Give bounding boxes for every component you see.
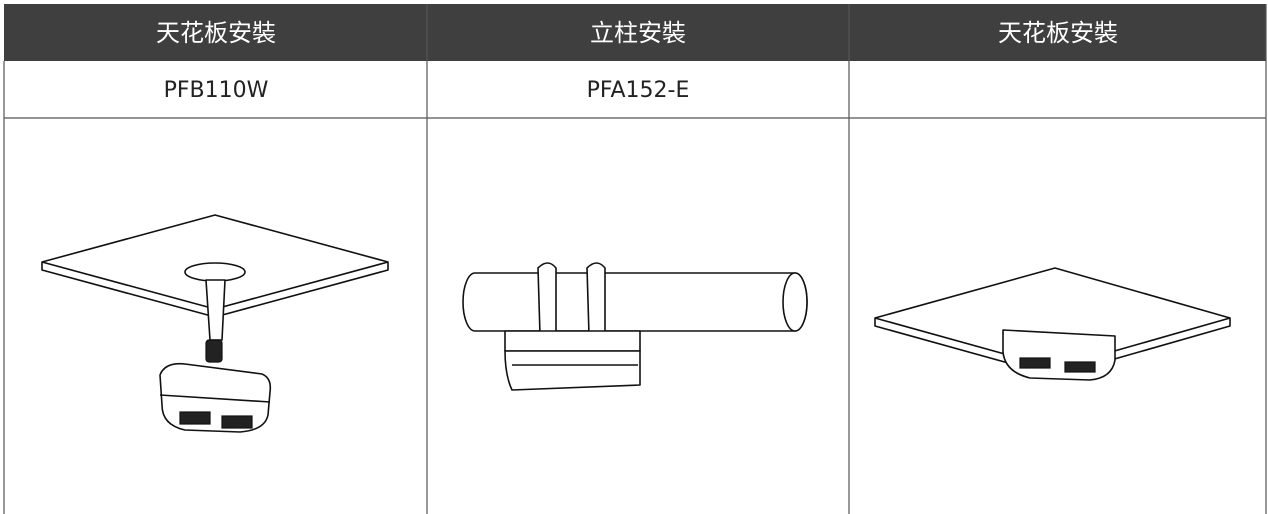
mount-pole	[205, 279, 226, 341]
mount-base	[184, 262, 246, 282]
sensor-lens	[1064, 361, 1096, 373]
sensor-body	[1002, 329, 1116, 381]
pole-mount-illustration	[462, 262, 808, 391]
sensor-lens	[179, 411, 211, 425]
sensor-lens	[221, 415, 253, 429]
header-cell: 天花板安裝	[156, 19, 276, 47]
mount-joint	[205, 339, 223, 363]
model-cell: PFB110W	[164, 78, 269, 103]
pole	[462, 272, 808, 332]
sensor-body	[504, 350, 641, 391]
sensor-lens	[1019, 357, 1051, 369]
ceiling-flush-illustration	[874, 267, 1231, 381]
sensor-seam	[159, 394, 271, 403]
header-row	[4, 4, 1266, 61]
header-cell: 天花板安裝	[998, 19, 1118, 47]
ceiling-mount-illustration	[41, 214, 389, 433]
header-cell: 立柱安裝	[590, 19, 686, 47]
model-cell: PFA152-E	[587, 78, 690, 103]
grid-lines	[3, 4, 1267, 514]
pole-clamp	[586, 262, 606, 336]
pole-end	[782, 272, 808, 332]
pole-clamp	[537, 262, 557, 336]
bracket	[504, 330, 641, 352]
